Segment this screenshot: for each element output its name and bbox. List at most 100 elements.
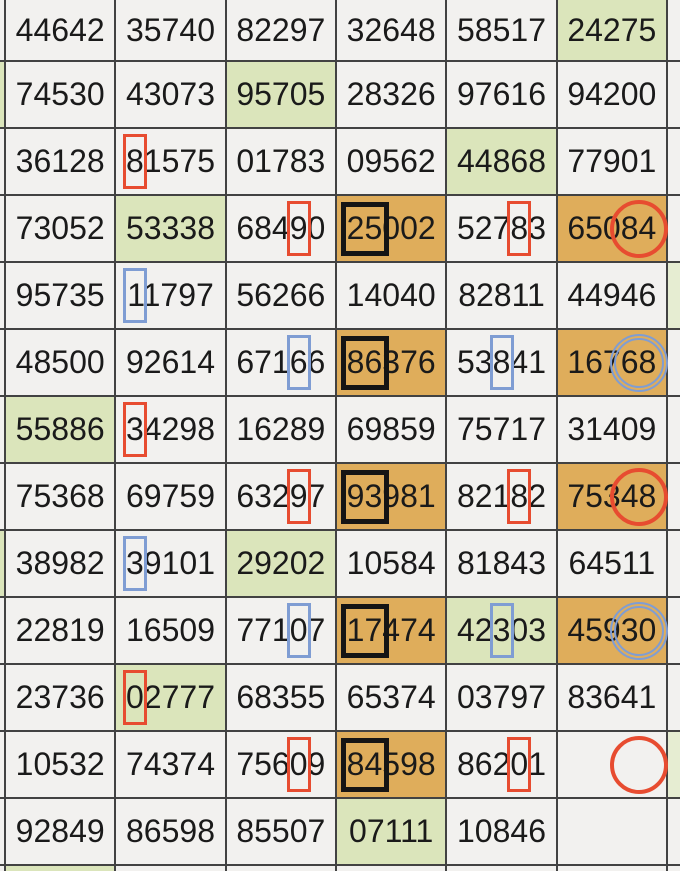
red-box-annotation [286, 737, 311, 792]
cell-number: 82811 [458, 277, 545, 313]
grid-cell: 09562 [337, 129, 446, 194]
grid-cell: 53841 [447, 330, 556, 395]
grid-cell: 64511 [557, 531, 666, 596]
grid-cell: 56266 [226, 263, 335, 328]
left-edge-partial-cell [0, 397, 4, 462]
grid-cell: 55886 [6, 397, 115, 462]
cell-number: 44946 [567, 277, 657, 313]
right-edge-partial-cell [668, 330, 680, 395]
grid-cell [557, 732, 668, 797]
cell-number: 36128 [15, 143, 105, 179]
right-edge-partial-cell [668, 732, 680, 797]
grid-cell: 86201 [447, 732, 556, 797]
grid-cell: 52783 [447, 196, 556, 261]
grid-cell: 95705 [226, 62, 335, 127]
grid-cell: 39101 [116, 531, 225, 596]
grid-cell: 24275 [557, 0, 666, 60]
cell-number: 24275 [567, 11, 657, 48]
cell-number: 16289 [236, 411, 326, 447]
grid-cell: 77901 [557, 129, 666, 194]
cell-number: 42303 [457, 612, 546, 648]
grid-cell: 02777 [116, 665, 225, 730]
left-edge-partial-cell [0, 62, 4, 127]
cell-number: 77107 [236, 612, 326, 648]
cell-number: 83641 [567, 679, 657, 715]
cell-number: 74374 [126, 746, 215, 782]
cell-number: 48500 [15, 344, 105, 380]
grid-cell: 35740 [116, 0, 225, 60]
left-edge-partial-cell [0, 799, 4, 864]
cell-number: 81575 [126, 143, 215, 179]
left-edge-partial-cell [0, 732, 4, 797]
grid-cell: 17474 [337, 598, 446, 663]
cell-number: 53338 [126, 210, 215, 246]
cell-number: 58517 [457, 11, 546, 48]
grid-cell: 92849 [6, 799, 115, 864]
grid-cell: 16768 [557, 330, 668, 395]
grid-cell: 22819 [6, 598, 115, 663]
blue-box-annotation [489, 603, 514, 658]
right-edge-partial-cell [668, 62, 680, 127]
black-box-annotation [340, 737, 389, 792]
grid-cell: 83641 [557, 665, 666, 730]
grid-cell: 68355 [226, 665, 335, 730]
right-edge-partial-cell [668, 196, 680, 261]
grid-cell: 07111 [337, 799, 446, 864]
grid-cell: 94200 [557, 62, 666, 127]
red-box-annotation [286, 201, 311, 256]
cell-number: 10584 [346, 545, 436, 581]
cell-number: 22819 [15, 612, 105, 648]
blue-circle-annotation [609, 601, 668, 660]
cell-number: 69859 [346, 411, 436, 447]
blue-box-annotation [122, 536, 147, 591]
cell-number: 01783 [236, 143, 326, 179]
right-edge-partial-cell [668, 665, 680, 730]
cell-number: 11797 [127, 277, 214, 313]
cell-number: 29202 [236, 545, 326, 581]
right-edge-partial-cell [668, 531, 680, 596]
grid-cell: 29202 [226, 531, 335, 596]
grid-cell: 32648 [337, 0, 446, 60]
bottom-partial-cell [6, 866, 115, 871]
red-box-annotation [122, 402, 147, 457]
red-box-annotation [507, 469, 532, 524]
cell-number: 73052 [15, 210, 105, 246]
red-box-annotation [122, 134, 147, 189]
grid-cell: 67166 [226, 330, 335, 395]
right-edge-partial-cell [668, 0, 680, 60]
grid-cell: 82297 [226, 0, 335, 60]
black-box-annotation [340, 603, 389, 658]
cell-number: 84598 [346, 746, 436, 782]
cell-number: 39101 [126, 545, 215, 581]
cell-number: 81843 [457, 545, 546, 581]
grid-cell: 68490 [226, 196, 335, 261]
grid-cell: 75609 [226, 732, 335, 797]
grid-cell: 74530 [6, 62, 115, 127]
grid-cell: 95735 [6, 263, 115, 328]
grid-cell: 63297 [226, 464, 335, 529]
cell-number: 95735 [15, 277, 105, 313]
cell-number: 86598 [126, 813, 215, 849]
cell-number: 94200 [567, 76, 657, 112]
right-edge-partial-cell [668, 129, 680, 194]
cell-number: 92614 [126, 344, 215, 380]
grid-cell: 16509 [116, 598, 225, 663]
left-edge-partial-cell [0, 0, 4, 60]
cell-number: 92849 [15, 813, 105, 849]
grid-cell: 16289 [226, 397, 335, 462]
grid-cell: 14040 [337, 263, 446, 328]
grid-cell: 03797 [447, 665, 556, 730]
cell-number: 77901 [567, 143, 657, 179]
right-edge-partial-cell [668, 866, 680, 871]
grid-cell: 65374 [337, 665, 446, 730]
cell-number: 43073 [126, 76, 215, 112]
bottom-partial-cell [116, 866, 225, 871]
grid-cell: 31409 [557, 397, 666, 462]
cell-number: 68490 [236, 210, 326, 246]
right-edge-partial-cell [668, 799, 680, 864]
grid-cell: 28326 [337, 62, 446, 127]
cell-number: 75609 [236, 746, 326, 782]
blue-box-annotation [122, 268, 147, 323]
cell-number: 52783 [457, 210, 546, 246]
